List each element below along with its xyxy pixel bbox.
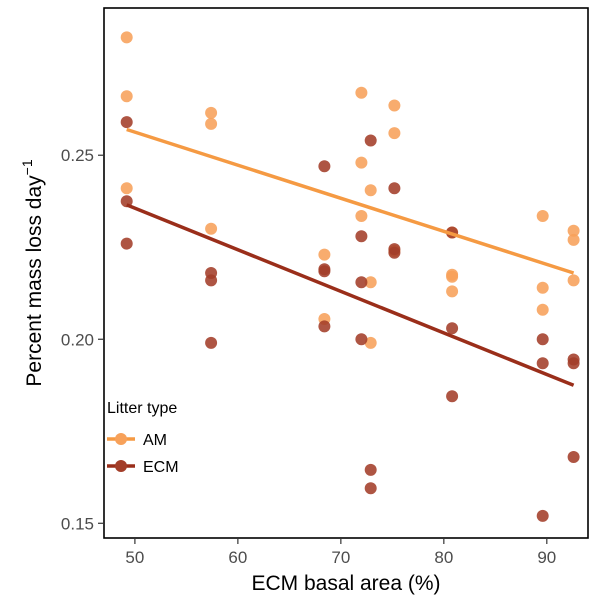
point-am-20 [446,285,459,298]
point-ecm-20 [446,322,459,335]
point-am-15 [388,127,401,140]
point-am-5 [205,222,218,235]
point-ecm-6 [318,160,331,173]
point-am-14 [388,99,401,112]
point-ecm-11 [355,276,368,289]
point-ecm-2 [120,237,133,250]
point-am-26 [567,274,580,287]
x-tick-label-80: 80 [434,548,453,567]
plot-frame [103,7,589,539]
point-am-11 [364,184,377,197]
trend-line-am [126,127,575,275]
point-ecm-16 [388,182,401,195]
x-tick-label-70: 70 [331,548,350,567]
point-am-1 [120,90,133,103]
point-am-0 [120,31,133,44]
point-ecm-0 [120,116,133,129]
y-tick-label-0: 0.15 [61,514,94,533]
point-am-12 [364,276,377,289]
point-am-8 [355,86,368,99]
y-axis-title-superscript: −1 [19,159,35,175]
point-am-10 [355,210,368,222]
ticks-layer: 50 60 70 80 90 0.15 0.20 0.25 [61,146,556,567]
point-ecm-24 [536,509,549,522]
y-tick-label-1: 0.20 [61,330,94,349]
point-am-21 [536,210,549,222]
point-ecm-13 [364,134,377,147]
point-ecm-21 [446,390,459,403]
point-ecm-22 [536,333,549,346]
point-am-19 [446,270,459,283]
point-ecm-8 [318,265,331,278]
point-ecm-12 [355,333,368,346]
point-ecm-1 [120,195,133,208]
point-ecm-15 [364,482,377,495]
point-ecm-27 [567,451,580,463]
point-am-2 [120,182,133,195]
legend-am-label: AM [143,432,167,449]
legend: Litter type AM ECM [107,400,179,476]
y-axis-title-main: Percent mass loss day [23,175,46,387]
point-am-3 [205,106,218,119]
point-ecm-10 [355,230,368,243]
point-am-23 [536,303,549,316]
legend-ecm-label: ECM [143,459,179,476]
legend-ecm-point [115,460,127,472]
x-axis-title: ECM basal area (%) [251,572,440,595]
point-am-9 [355,156,368,169]
x-tick-label-50: 50 [125,548,144,567]
point-am-22 [536,281,549,294]
point-ecm-9 [318,320,331,333]
x-tick-label-90: 90 [537,548,556,567]
point-ecm-5 [205,336,218,349]
point-am-6 [318,248,331,261]
points-layer [120,31,580,522]
y-axis-title: Percent mass loss day−1 [19,159,46,386]
point-ecm-18 [388,246,401,259]
x-tick-label-60: 60 [228,548,247,567]
point-ecm-26 [567,357,580,370]
legend-title: Litter type [107,400,177,417]
legend-item-am: AM [107,432,167,449]
trend-layer [126,127,575,387]
point-am-13 [364,336,377,349]
legend-item-ecm: ECM [107,459,179,476]
y-tick-label-2: 0.25 [61,146,94,165]
trend-line-ecm [126,203,575,387]
point-ecm-23 [536,357,549,370]
point-am-24 [567,224,580,237]
point-am-4 [205,117,218,130]
point-am-25 [567,233,580,246]
point-ecm-14 [364,463,377,476]
legend-am-point [115,433,127,445]
point-ecm-4 [205,274,218,287]
